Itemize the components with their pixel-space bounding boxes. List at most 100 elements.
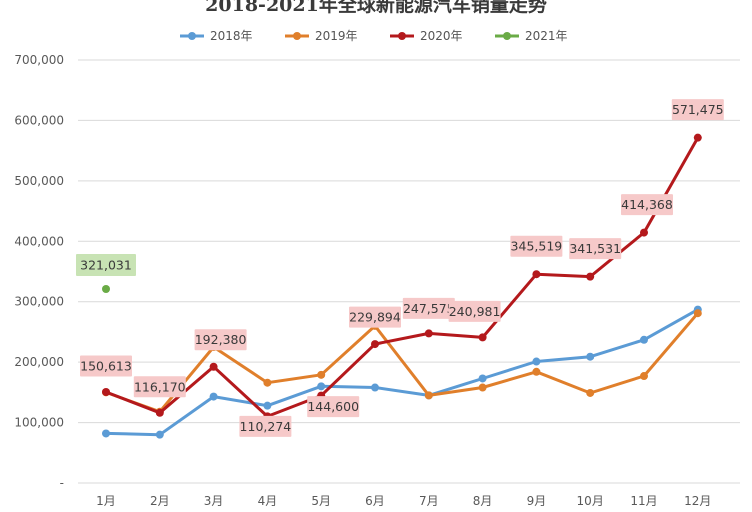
- series-2019-point-8: [478, 383, 487, 392]
- data-label-2020-4: 110,274: [239, 415, 292, 437]
- data-label-2020-10: 341,531: [569, 238, 622, 260]
- data-label-2020-text-8: 240,981: [449, 304, 501, 319]
- series-2018-point-11: [640, 335, 648, 344]
- data-label-2020-5: 144,600: [307, 396, 360, 418]
- data-label-2020-text-4: 110,274: [240, 419, 292, 434]
- chart-title: 2018-2021年全球新能源汽车销量走势: [205, 0, 547, 16]
- y-tick-label-100000: 100,000: [14, 416, 64, 430]
- series-2020-point-10: [586, 272, 595, 281]
- legend-2019-marker: [293, 32, 301, 40]
- x-tick-label-9: 9月: [527, 494, 547, 508]
- data-label-2020-bg-1: [80, 355, 132, 377]
- series-2020-point-1: [102, 387, 110, 396]
- y-tick-label-600000: 600,000: [14, 113, 64, 127]
- series-2019-point-11: [640, 372, 648, 381]
- legend-2018-label: 2018年: [210, 29, 253, 43]
- legend-2018-marker: [188, 32, 196, 40]
- y-tick-label-300000: 300,000: [14, 295, 64, 309]
- series-2020-point-3: [209, 362, 218, 371]
- series-2020-point-8: [478, 333, 487, 342]
- series-2019-point-9: [532, 367, 541, 376]
- y-tick-label-200000: 200,000: [14, 355, 64, 369]
- x-tick-label-10: 10月: [577, 494, 604, 508]
- x-tick-label-4: 4月: [258, 494, 278, 508]
- y-axis: - 100,000 200,000 300,000 400,000 500,000 600,…: [14, 53, 64, 490]
- x-tick-label-5: 5月: [311, 494, 331, 508]
- series-2021-point-1: [102, 285, 110, 294]
- x-tick-label-8: 8月: [473, 494, 493, 508]
- series-lines: [102, 133, 702, 439]
- series-2020-point-6: [371, 340, 379, 349]
- series-2018-point-5: [317, 382, 326, 391]
- x-tick-label-7: 7月: [419, 494, 439, 508]
- data-label-2020-bg-5: [307, 396, 360, 418]
- data-label-2020-bg-10: [569, 238, 622, 260]
- data-label-2020-bg-3: [194, 329, 247, 351]
- data-label-2020-6: 229,894: [349, 306, 401, 328]
- series-2020-point-2: [155, 408, 164, 417]
- data-label-2020-2: 116,170: [133, 376, 186, 398]
- data-label-2020-9: 345,519: [510, 235, 563, 257]
- data-label-2020-text-1: 150,613: [80, 358, 132, 373]
- x-tick-label-6: 6月: [365, 494, 385, 508]
- data-label-2020-text-11: 414,368: [621, 197, 673, 212]
- y-tick-label-700000: 700,000: [14, 53, 64, 67]
- series-2020: [102, 133, 702, 421]
- series-2018-point-2: [155, 430, 164, 439]
- data-label-2020-bg-4: [239, 415, 292, 437]
- series-2019-point-12: [693, 309, 702, 318]
- series-2018-line: [105, 308, 699, 437]
- data-label-2020-1: 150,613: [80, 355, 132, 377]
- data-label-2020-8: 240,981: [448, 300, 501, 322]
- data-label-2020-11: 414,368: [621, 194, 673, 216]
- data-label-2020-3: 192,380: [194, 329, 247, 351]
- data-label-2020-text-7: 247,575: [403, 301, 455, 316]
- data-label-2020-text-2: 116,170: [134, 379, 186, 394]
- data-label-2020-text-10: 341,531: [569, 241, 621, 256]
- series-2020-point-7: [424, 329, 433, 338]
- legend-2021-label: 2021年: [525, 29, 568, 43]
- y-tick-label-0: -: [60, 476, 64, 490]
- data-label-2020-bg-9: [510, 235, 563, 257]
- x-tick-label-1: 1月: [96, 494, 116, 508]
- x-axis: 1月 2月 3月 4月 5月 6月 7月 8月 9月 10月 11月 12月: [96, 494, 711, 508]
- x-tick-label-2: 2月: [150, 494, 170, 508]
- series-2020-point-9: [532, 270, 541, 279]
- series-2018-point-9: [532, 357, 541, 366]
- series-2019-point-5: [317, 370, 326, 379]
- series-2019-point-7: [424, 391, 433, 400]
- series-2018-point-3: [209, 392, 218, 401]
- data-label-2020-text-3: 192,380: [195, 332, 247, 347]
- data-label-2020-text-9: 345,519: [511, 239, 563, 254]
- legend-2019-label: 2019年: [315, 29, 358, 43]
- data-label-2020-bg-11: [621, 194, 673, 216]
- data-label-2020-7: 247,575: [402, 297, 455, 319]
- legend-2021-marker: [503, 32, 511, 40]
- data-label-2021-text-1: 321,031: [80, 258, 132, 273]
- series-2020-point-11: [640, 228, 648, 237]
- data-label-2020-bg-12: [671, 99, 724, 121]
- series-2018-point-8: [478, 374, 487, 383]
- series-2020-line: [105, 136, 700, 418]
- data-label-2020-bg-7: [402, 297, 455, 319]
- series-2018-point-10: [586, 352, 595, 361]
- y-tick-label-400000: 400,000: [14, 234, 64, 248]
- series-2019-point-4: [263, 378, 272, 387]
- data-label-2020-bg-6: [349, 306, 401, 328]
- series-2018-point-6: [371, 383, 379, 392]
- data-label-2020-bg-2: [133, 376, 186, 398]
- series-2021: [102, 285, 110, 294]
- legend-2020-label: 2020年: [420, 29, 463, 43]
- data-label-2020-text-5: 144,600: [307, 399, 359, 414]
- data-label-2020-bg-8: [448, 300, 501, 322]
- y-tick-label-500000: 500,000: [14, 174, 64, 188]
- data-label-2021-1: 321,031: [76, 254, 136, 277]
- data-label-2020-text-12: 571,475: [672, 102, 724, 117]
- data-label-2020-text-6: 229,894: [349, 310, 401, 325]
- series-2019-line: [105, 312, 699, 414]
- series-2019-point-10: [586, 388, 595, 397]
- series-2018-point-1: [102, 429, 110, 438]
